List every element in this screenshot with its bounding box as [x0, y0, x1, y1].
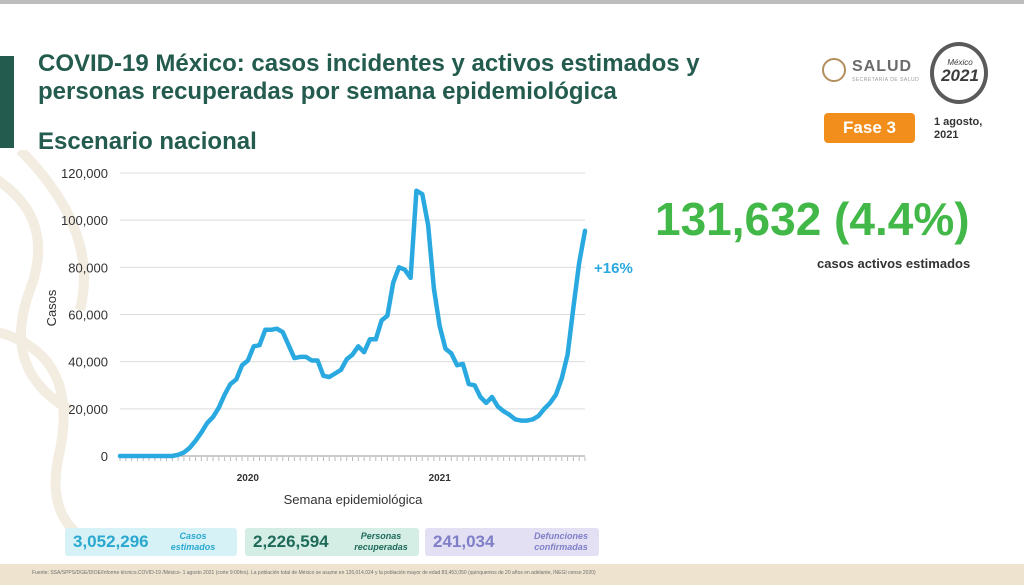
serpent-ring-icon — [930, 42, 988, 104]
x-axis-label: Semana epidemiológica — [284, 492, 424, 507]
salud-wordmark: SALUD — [852, 58, 913, 75]
stat-label: Defunciones confirmadas — [533, 531, 588, 552]
stat-value: 3,052,296 — [73, 532, 149, 551]
report-date: 1 agosto, 2021 — [934, 116, 982, 142]
y-tick-label: 80,000 — [68, 260, 108, 275]
mexico-2021-logo: México 2021 — [928, 36, 992, 108]
salud-subtext: SECRETARÍA DE SALUD — [852, 77, 920, 83]
source-footer: Fuente: SSA/SPPS/DGE/DIOE/Informe técnic… — [0, 564, 1024, 585]
stat-value: 241,034 — [433, 532, 495, 551]
y-tick-label: 20,000 — [68, 402, 108, 417]
coat-of-arms-icon — [822, 58, 846, 82]
x-year-label: 2021 — [429, 473, 452, 484]
stat-recovered: 2,226,594 Personas recuperadas — [245, 528, 419, 556]
page-title: COVID-19 México: casos incidentes y acti… — [38, 50, 798, 106]
title-line-2: personas recuperadas por semana epidemio… — [38, 78, 617, 105]
date-line-1: 1 agosto, — [934, 116, 983, 128]
y-tick-label: 60,000 — [68, 308, 108, 323]
y-tick-label: 100,000 — [61, 213, 108, 228]
active-cases-label: casos activos estimados — [817, 256, 971, 271]
y-axis-label: Casos — [44, 289, 59, 326]
date-line-2: 2021 — [934, 129, 959, 141]
phase-badge: Fase 3 — [824, 113, 915, 143]
accent-bar — [0, 56, 14, 148]
scenario-subtitle: Escenario nacional — [38, 128, 257, 155]
footer-text: Fuente: SSA/SPPS/DGE/DIOE/Informe técnic… — [32, 570, 596, 576]
y-tick-label: 120,000 — [61, 166, 108, 181]
stat-value: 2,226,594 — [253, 532, 329, 551]
salud-logo: SALUD SECRETARÍA DE SALUD — [822, 56, 922, 86]
logo-year-text: 2021 — [941, 66, 979, 85]
stat-label: Personas recuperadas — [354, 531, 408, 552]
series-line — [117, 188, 588, 459]
top-rule — [0, 0, 1024, 4]
y-tick-label: 0 — [101, 449, 108, 464]
stat-estimated-cases: 3,052,296 Casos estimados — [65, 528, 237, 556]
y-tick-label: 40,000 — [68, 355, 108, 370]
stat-label: Casos estimados — [170, 531, 216, 552]
logo-mexico-text: México — [947, 58, 973, 67]
change-annotation: +16% — [594, 260, 633, 277]
weekly-cases-chart: 020,00040,00060,00080,000100,000120,000 … — [44, 166, 633, 507]
active-cases-value: 131,632 (4.4%) — [655, 193, 970, 245]
title-line-1: COVID-19 México: casos incidentes y acti… — [38, 50, 700, 77]
stat-deaths: 241,034 Defunciones confirmadas — [425, 528, 599, 556]
x-year-label: 2020 — [237, 473, 260, 484]
